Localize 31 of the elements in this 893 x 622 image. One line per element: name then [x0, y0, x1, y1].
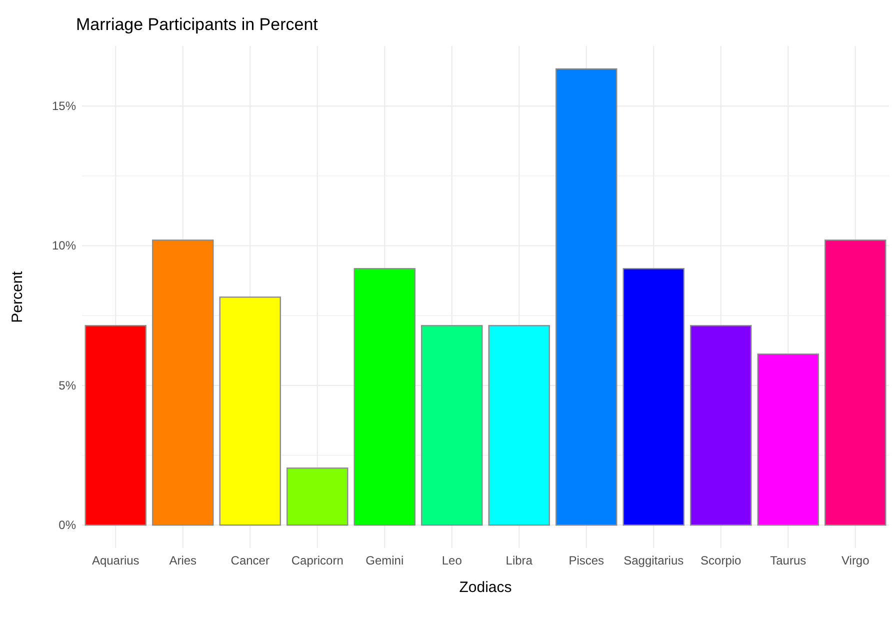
- bar: [354, 268, 416, 526]
- chart-title: Marriage Participants in Percent: [76, 15, 318, 34]
- x-tick-label: Saggitarius: [624, 554, 684, 568]
- x-axis-title: Zodiacs: [459, 579, 512, 596]
- bar: [757, 354, 819, 526]
- y-tick-label: 0%: [58, 518, 76, 532]
- bar: [84, 325, 146, 526]
- bar: [622, 268, 684, 526]
- x-tick-label: Scorpio: [700, 554, 742, 568]
- x-tick-label: Pisces: [568, 554, 604, 568]
- x-tick-label: Gemini: [366, 554, 404, 568]
- x-tick-label: Leo: [442, 554, 462, 568]
- bar: [152, 240, 214, 526]
- bar: [556, 68, 618, 526]
- bar: [488, 325, 550, 526]
- y-axis-title: Percent: [9, 270, 26, 323]
- x-tick-label: Aquarius: [92, 554, 140, 568]
- x-tick-label: Cancer: [230, 554, 270, 568]
- y-tick-label: 15%: [52, 98, 76, 113]
- bar: [421, 325, 483, 526]
- bar: [219, 296, 281, 526]
- x-tick-label: Libra: [506, 554, 533, 568]
- bar: [824, 240, 886, 526]
- bar: [286, 468, 348, 526]
- x-tick-label: Taurus: [770, 554, 806, 568]
- x-tick-label: Capricorn: [291, 554, 344, 568]
- bar: [690, 325, 752, 526]
- x-tick-label: Virgo: [841, 554, 870, 568]
- y-tick-label: 10%: [52, 238, 76, 253]
- y-tick-label: 5%: [58, 378, 76, 392]
- x-tick-label: Aries: [169, 554, 197, 568]
